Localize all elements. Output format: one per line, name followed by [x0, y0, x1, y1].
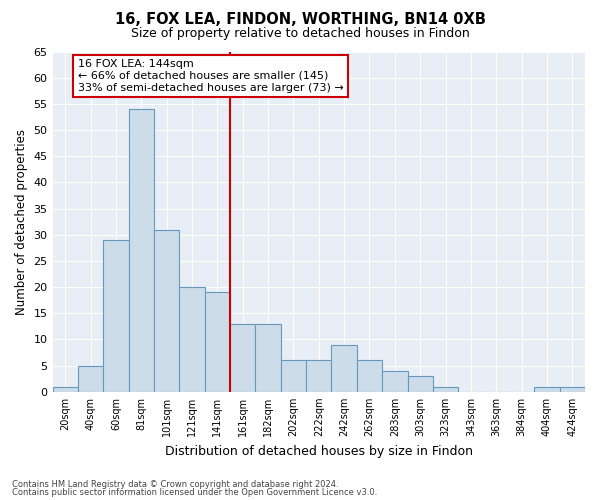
Bar — [128, 109, 154, 392]
Bar — [407, 376, 433, 392]
Bar — [534, 386, 560, 392]
Bar — [281, 360, 306, 392]
Bar — [205, 292, 230, 392]
Text: Contains HM Land Registry data © Crown copyright and database right 2024.: Contains HM Land Registry data © Crown c… — [12, 480, 338, 489]
Bar — [103, 240, 128, 392]
X-axis label: Distribution of detached houses by size in Findon: Distribution of detached houses by size … — [165, 444, 473, 458]
Bar — [331, 344, 357, 392]
Text: 16, FOX LEA, FINDON, WORTHING, BN14 0XB: 16, FOX LEA, FINDON, WORTHING, BN14 0XB — [115, 12, 485, 28]
Text: Contains public sector information licensed under the Open Government Licence v3: Contains public sector information licen… — [12, 488, 377, 497]
Bar — [53, 386, 78, 392]
Bar — [306, 360, 331, 392]
Bar — [154, 230, 179, 392]
Bar — [560, 386, 585, 392]
Bar — [382, 371, 407, 392]
Bar — [357, 360, 382, 392]
Bar — [433, 386, 458, 392]
Bar — [179, 287, 205, 392]
Text: Size of property relative to detached houses in Findon: Size of property relative to detached ho… — [131, 28, 469, 40]
Text: 16 FOX LEA: 144sqm
← 66% of detached houses are smaller (145)
33% of semi-detach: 16 FOX LEA: 144sqm ← 66% of detached hou… — [78, 60, 344, 92]
Y-axis label: Number of detached properties: Number of detached properties — [15, 128, 28, 314]
Bar — [230, 324, 256, 392]
Bar — [256, 324, 281, 392]
Bar — [78, 366, 103, 392]
